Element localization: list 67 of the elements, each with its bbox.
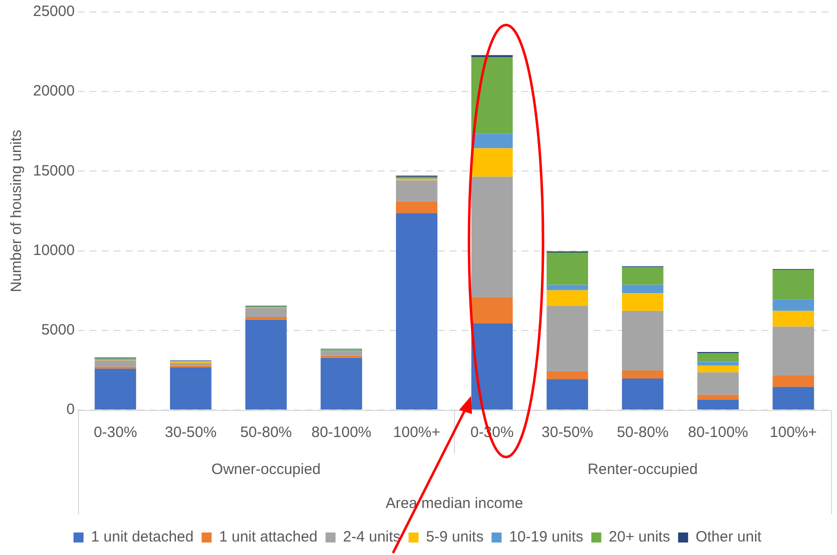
x-tick-label: 80-100%: [688, 424, 748, 442]
x-tick-label: 80-100%: [311, 424, 372, 442]
x-axis-title: Area median income: [386, 495, 524, 512]
x-tick-label: 50-80%: [616, 424, 669, 442]
bar: [772, 326, 814, 376]
bar: [471, 176, 513, 298]
bar: [546, 379, 588, 410]
bar: [320, 358, 362, 410]
y-tick-label: 15000: [32, 162, 75, 180]
y-tick-label: 10000: [32, 242, 75, 259]
bar: [622, 370, 664, 378]
bar: [622, 310, 664, 371]
bar: [697, 353, 739, 362]
bar: [94, 360, 136, 367]
bar: [245, 308, 287, 318]
legend-label: 1 unit attached: [219, 528, 318, 546]
y-tick-label: 25000: [32, 3, 75, 20]
bar: [697, 366, 739, 372]
bar: [471, 57, 513, 134]
bar: [546, 284, 588, 290]
x-tick-label: 100%+: [393, 424, 440, 442]
bar: [471, 134, 513, 148]
x-tick-label: 100%+: [770, 424, 818, 442]
bar: [396, 201, 438, 214]
y-tick-label: 20000: [32, 82, 75, 100]
y-tick-label: 0: [66, 401, 75, 418]
legend-label: Other unit: [696, 528, 762, 546]
x-tick-label: 30-50%: [541, 424, 594, 442]
text: Renter-occupied: [588, 461, 698, 478]
bar: [546, 252, 588, 285]
legend-label: 5-9 units: [426, 528, 484, 546]
bar: [622, 378, 664, 410]
bar: [320, 350, 362, 356]
bar: [94, 368, 136, 410]
bar: [622, 267, 664, 285]
bar: [772, 375, 814, 387]
bar: [622, 293, 664, 311]
bar: [396, 213, 438, 410]
text: Owner-occupied: [211, 461, 321, 478]
bar: [471, 297, 513, 324]
bar: [622, 284, 664, 294]
bar: [772, 386, 814, 410]
x-tick-label: 30-50%: [164, 424, 217, 442]
bar: [170, 367, 212, 410]
y-tick-label: 5000: [41, 322, 75, 339]
bar: [546, 306, 588, 372]
legend-label: 1 unit detached: [91, 528, 194, 546]
x-tick-label: 0-30%: [94, 424, 138, 442]
bar: [471, 324, 513, 410]
bar: [245, 317, 287, 320]
bar: [697, 372, 739, 395]
bar: [245, 320, 287, 410]
bar: [546, 290, 588, 306]
legend-label: 20+ units: [608, 528, 670, 546]
bar: [697, 400, 739, 410]
legend-label: 10-19 units: [509, 528, 584, 546]
bar: [546, 371, 588, 380]
bar: [772, 270, 814, 300]
bar: [170, 362, 212, 366]
bar: [772, 310, 814, 327]
y-axis-title: Number of housing units: [8, 130, 26, 292]
bar: [697, 394, 739, 400]
bar: [396, 180, 438, 202]
bar: [471, 148, 513, 177]
legend-label: 2-4 units: [343, 528, 401, 546]
bar: [772, 299, 814, 311]
x-tick-label: 50-80%: [240, 424, 292, 442]
